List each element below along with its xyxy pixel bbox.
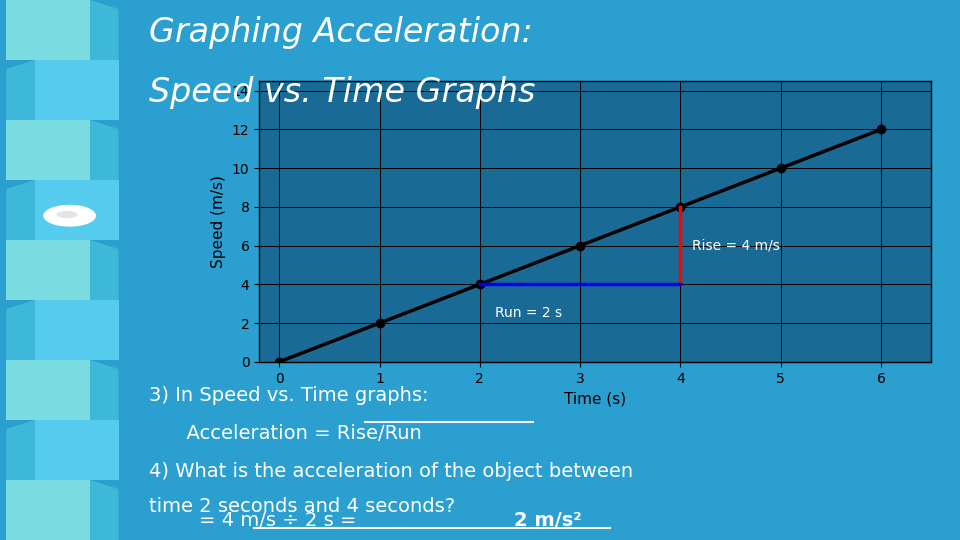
Y-axis label: Speed (m/s): Speed (m/s) bbox=[211, 175, 227, 268]
Text: 4) What is the acceleration of the object between: 4) What is the acceleration of the objec… bbox=[149, 462, 633, 481]
Polygon shape bbox=[7, 60, 35, 129]
Text: Graphing Acceleration:: Graphing Acceleration: bbox=[149, 16, 533, 49]
Polygon shape bbox=[7, 360, 90, 420]
Text: Run = 2 s: Run = 2 s bbox=[495, 306, 562, 320]
Text: 2 m/s²: 2 m/s² bbox=[514, 511, 582, 530]
Text: Rise = 4 m/s: Rise = 4 m/s bbox=[692, 239, 780, 253]
Text: 3) In Speed vs. Time graphs:: 3) In Speed vs. Time graphs: bbox=[149, 386, 428, 405]
Polygon shape bbox=[90, 120, 119, 189]
Ellipse shape bbox=[57, 211, 78, 218]
Polygon shape bbox=[35, 420, 119, 480]
Ellipse shape bbox=[43, 205, 96, 227]
X-axis label: Time (s): Time (s) bbox=[564, 391, 626, 406]
Polygon shape bbox=[7, 180, 35, 249]
Text: time 2 seconds and 4 seconds?: time 2 seconds and 4 seconds? bbox=[149, 497, 455, 516]
Text: Speed vs. Time Graphs: Speed vs. Time Graphs bbox=[149, 76, 535, 109]
Polygon shape bbox=[35, 300, 119, 360]
Polygon shape bbox=[90, 360, 119, 429]
Polygon shape bbox=[7, 240, 90, 300]
Text: = 4 m/s ÷ 2 s =: = 4 m/s ÷ 2 s = bbox=[149, 511, 363, 530]
Polygon shape bbox=[7, 300, 35, 369]
Polygon shape bbox=[7, 420, 35, 489]
Text: Acceleration = Rise/Run: Acceleration = Rise/Run bbox=[149, 424, 421, 443]
Polygon shape bbox=[90, 0, 119, 69]
Polygon shape bbox=[90, 240, 119, 309]
Polygon shape bbox=[7, 480, 90, 540]
Polygon shape bbox=[7, 120, 90, 180]
Polygon shape bbox=[90, 480, 119, 540]
Polygon shape bbox=[7, 0, 90, 60]
FancyBboxPatch shape bbox=[38, 0, 66, 540]
Polygon shape bbox=[35, 180, 119, 240]
Polygon shape bbox=[35, 60, 119, 120]
